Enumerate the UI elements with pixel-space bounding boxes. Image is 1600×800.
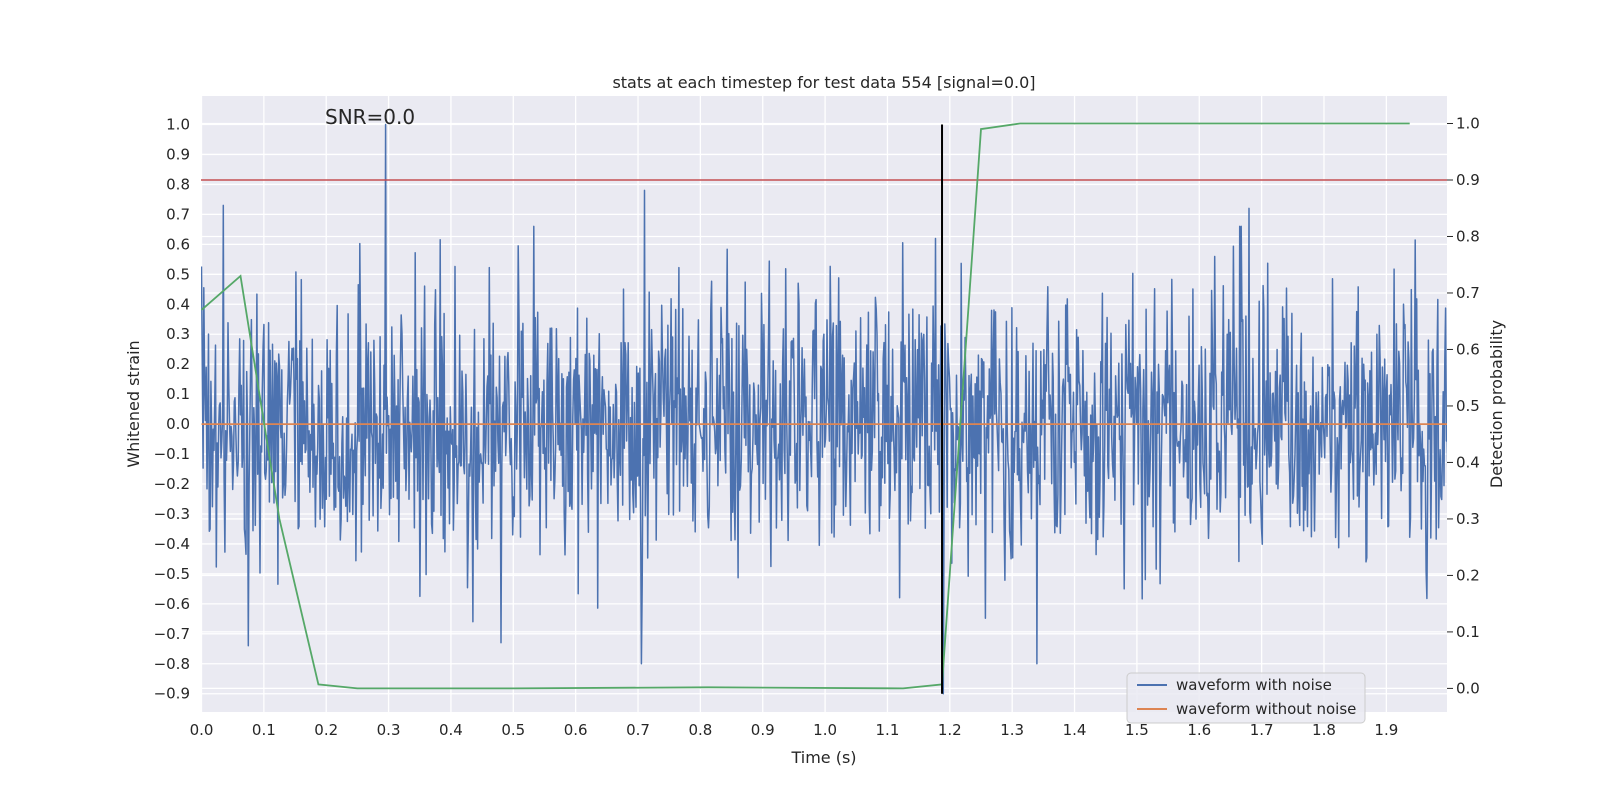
y-tick-label: 0.7 bbox=[166, 205, 190, 223]
y2-tick-label: 0.3 bbox=[1456, 510, 1480, 528]
y2-tick-label: 0.4 bbox=[1456, 453, 1480, 471]
x-tick-label: 0.3 bbox=[377, 721, 401, 739]
x-tick-label: 0.9 bbox=[751, 721, 775, 739]
legend: waveform with noise waveform without noi… bbox=[1126, 672, 1366, 724]
y-tick-label: 0.1 bbox=[166, 385, 190, 403]
y-tick-label: 0.2 bbox=[166, 355, 190, 373]
x-tick-label: 1.8 bbox=[1312, 721, 1336, 739]
x-tick-label: 1.1 bbox=[876, 721, 900, 739]
x-tick-label: 0.0 bbox=[190, 721, 214, 739]
y-tick-label: 0.5 bbox=[166, 265, 190, 283]
waveform-with-noise-line bbox=[201, 123, 1447, 695]
y-tick-label: −0.7 bbox=[154, 625, 190, 643]
detection-probability-line bbox=[200, 122, 1410, 690]
y2-tick-labels: 1.0 0.9 0.8 0.7 0.6 0.5 0.4 0.3 0.2 0.1 0.0 bbox=[1447, 115, 1480, 697]
x-tick-label: 1.4 bbox=[1063, 721, 1087, 739]
y-axis-label: Whitened strain bbox=[124, 340, 143, 467]
y2-axis-label: Detection probability bbox=[1487, 320, 1506, 488]
x-tick-label: 1.7 bbox=[1250, 721, 1274, 739]
y2-tick-label: 0.6 bbox=[1456, 340, 1480, 358]
y-tick-label: 0.0 bbox=[166, 415, 190, 433]
y-tick-label: 0.4 bbox=[166, 295, 190, 313]
snr-annotation: SNR=0.0 bbox=[325, 105, 415, 129]
x-tick-label: 0.5 bbox=[501, 721, 525, 739]
x-tick-label: 1.5 bbox=[1125, 721, 1149, 739]
x-tick-label: 0.8 bbox=[688, 721, 712, 739]
y-tick-label: 0.6 bbox=[166, 235, 190, 253]
y-tick-label: −0.1 bbox=[154, 445, 190, 463]
series-waveform-with-noise bbox=[201, 123, 1447, 695]
x-tick-label: 0.2 bbox=[314, 721, 338, 739]
y2-tick-label: 0.5 bbox=[1456, 397, 1480, 415]
x-tick-label: 1.2 bbox=[938, 721, 962, 739]
y-tick-label: 1.0 bbox=[166, 116, 190, 134]
x-tick-label: 1.0 bbox=[813, 721, 837, 739]
y2-tick-label: 0.0 bbox=[1456, 679, 1480, 697]
legend-label-waveform-with-noise: waveform with noise bbox=[1176, 676, 1332, 694]
y-tick-label: 0.3 bbox=[166, 325, 190, 343]
series-lines bbox=[200, 122, 1447, 694]
x-tick-label: 0.1 bbox=[252, 721, 276, 739]
y-tick-label: 0.9 bbox=[166, 145, 190, 163]
x-tick-label: 0.7 bbox=[626, 721, 650, 739]
y-tick-label: −0.6 bbox=[154, 595, 190, 613]
x-tick-label: 0.4 bbox=[439, 721, 463, 739]
y2-tick-label: 0.8 bbox=[1456, 227, 1480, 245]
y-tick-label: 0.8 bbox=[166, 175, 190, 193]
x-axis-label: Time (s) bbox=[790, 748, 856, 767]
y2-tick-label: 1.0 bbox=[1456, 115, 1480, 133]
y-tick-label: −0.8 bbox=[154, 655, 190, 673]
y2-tick-label: 0.2 bbox=[1456, 566, 1480, 584]
y2-tick-label: 0.7 bbox=[1456, 284, 1480, 302]
y2-tick-label: 0.1 bbox=[1456, 623, 1480, 641]
y-tick-label: −0.2 bbox=[154, 475, 190, 493]
y-tick-label: −0.3 bbox=[154, 505, 190, 523]
chart-title: stats at each timestep for test data 554… bbox=[612, 73, 1035, 92]
x-tick-label: 1.9 bbox=[1374, 721, 1398, 739]
x-tick-labels: 0.0 0.1 0.2 0.3 0.4 0.5 0.6 0.7 0.8 0.9 1.0 1.1 1.2 1… bbox=[190, 721, 1399, 739]
y-tick-labels: 1.0 0.9 0.8 0.7 0.6 0.5 0.4 0.3 0.2 0.1 0.0 −0.1 −0.… bbox=[154, 116, 190, 703]
legend-label-waveform-without-noise: waveform without noise bbox=[1176, 700, 1356, 718]
x-tick-label: 1.3 bbox=[1000, 721, 1024, 739]
y-tick-label: −0.5 bbox=[154, 565, 190, 583]
y2-tick-label: 0.9 bbox=[1456, 171, 1480, 189]
x-tick-label: 0.6 bbox=[564, 721, 588, 739]
y-tick-label: −0.4 bbox=[154, 535, 190, 553]
x-tick-label: 1.6 bbox=[1187, 721, 1211, 739]
legend-box bbox=[1126, 672, 1366, 724]
y-tick-label: −0.9 bbox=[154, 685, 190, 703]
